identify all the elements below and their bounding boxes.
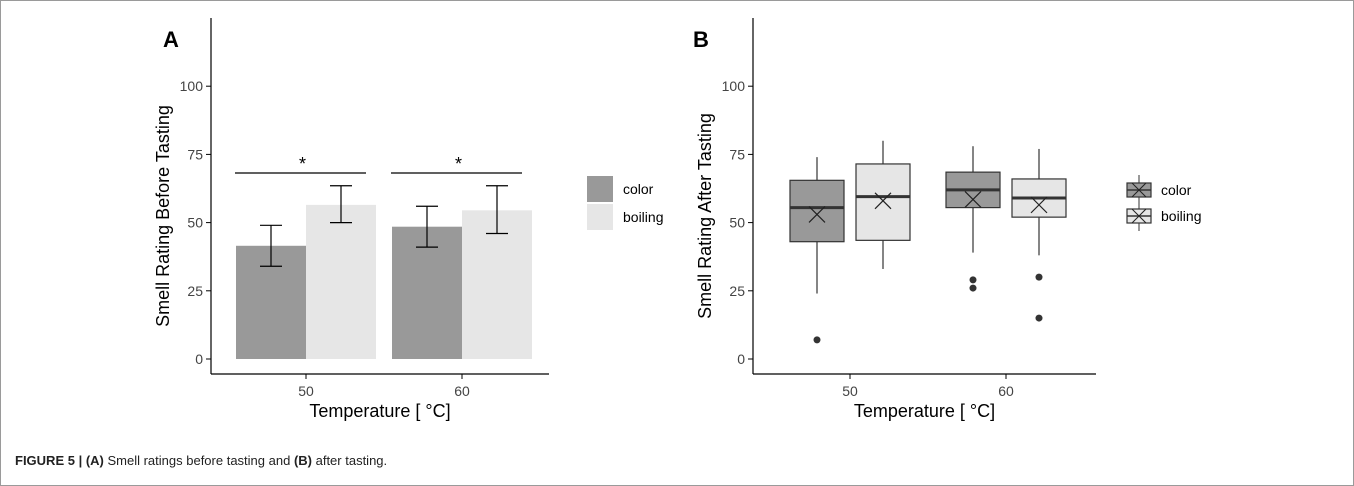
caption-panel-b-ref: (B) (293, 453, 312, 468)
mean-marker (808, 205, 826, 223)
mean-marker (964, 190, 982, 208)
outlier-point (1035, 273, 1043, 281)
significance-label: * (455, 154, 462, 174)
caption-panel-a-ref: (A) (85, 453, 104, 468)
x-axis-title: Temperature [ °C] (854, 401, 995, 421)
y-tick-label: 100 (180, 78, 204, 94)
y-tick-label: 50 (729, 215, 745, 231)
mean-marker (1030, 196, 1048, 214)
legend-swatch-color (587, 176, 613, 202)
outlier-point (813, 336, 821, 344)
y-tick-label: 50 (187, 215, 203, 231)
outlier-point (969, 276, 977, 284)
bar-boiling (306, 204, 376, 359)
figure-caption: FIGURE 5 | (A) Smell ratings before tast… (15, 453, 387, 468)
y-tick-label: 0 (195, 351, 203, 367)
legend-label-boiling: boiling (1161, 208, 1201, 224)
panel-label: A (163, 27, 179, 52)
mean-marker (874, 192, 892, 210)
legend-mean-boiling (1131, 208, 1147, 224)
x-tick-label: 60 (998, 383, 1014, 399)
box-boiling (855, 163, 911, 241)
x-tick-label: 60 (454, 383, 470, 399)
y-axis-title: Smell Rating Before Tasting (153, 105, 173, 327)
y-tick-label: 75 (187, 146, 203, 162)
y-tick-label: 100 (722, 78, 746, 94)
y-tick-label: 0 (737, 351, 745, 367)
box-color (789, 179, 845, 243)
legend-label-color: color (623, 181, 654, 197)
significance-label: * (299, 154, 306, 174)
y-tick-label: 25 (187, 283, 203, 299)
x-tick-label: 50 (842, 383, 858, 399)
panel-label: B (693, 27, 709, 52)
y-tick-label: 25 (729, 283, 745, 299)
legend-label-color: color (1161, 182, 1192, 198)
caption-panel-a-text: Smell ratings before tasting and (103, 453, 294, 468)
legend-swatch-boiling (587, 204, 613, 230)
outlier-point (969, 284, 977, 292)
y-axis-title: Smell Rating After Tasting (695, 113, 715, 319)
x-tick-label: 50 (298, 383, 314, 399)
outlier-point (1035, 314, 1043, 322)
caption-label: FIGURE 5 | (15, 453, 86, 468)
x-axis-title: Temperature [ °C] (309, 401, 450, 421)
bar-boiling (462, 210, 532, 359)
legend-mean-color (1131, 182, 1147, 198)
bar-color (392, 226, 462, 359)
caption-panel-b-text: after tasting. (311, 453, 388, 468)
legend-label-boiling: boiling (623, 209, 663, 225)
y-tick-label: 75 (729, 146, 745, 162)
